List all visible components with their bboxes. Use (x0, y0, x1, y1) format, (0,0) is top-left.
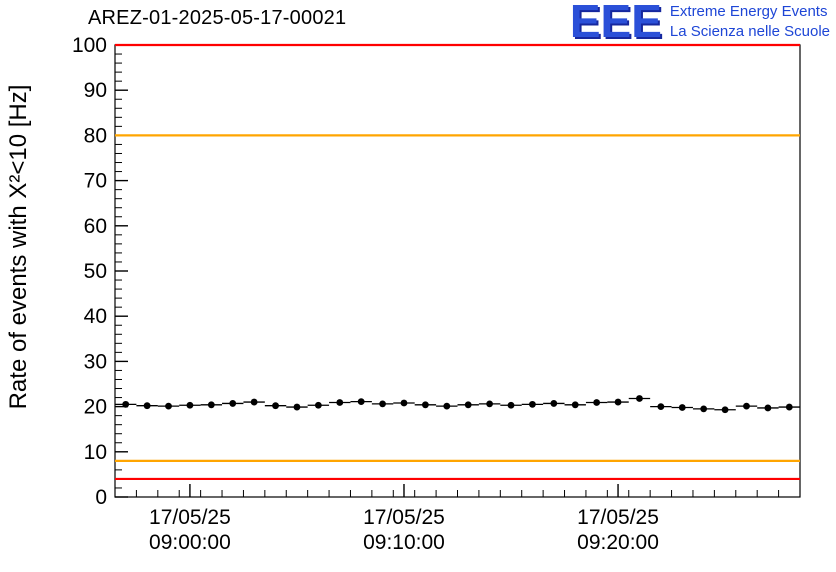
data-point (593, 399, 601, 406)
data-point (165, 402, 172, 410)
data-point (314, 401, 322, 409)
data-point (700, 405, 708, 413)
data-point (229, 400, 237, 407)
data-point (421, 401, 429, 409)
data-point (122, 400, 130, 408)
eee-logo-letters: EEE (569, 0, 662, 47)
data-point (678, 404, 686, 411)
data-point (743, 402, 750, 410)
y-tick-label: 70 (84, 170, 107, 193)
plot-frame (114, 44, 801, 498)
y-tick-label: 30 (84, 350, 107, 373)
data-point (636, 395, 643, 402)
data-point (571, 401, 579, 409)
eee-logo-line1: Extreme Energy Events (669, 3, 828, 21)
data-point (614, 398, 622, 406)
data-point (443, 402, 451, 410)
eee-logo-line2: La Scienza nelle Scuole (669, 22, 830, 40)
data-point (357, 398, 365, 406)
y-tick-label: 80 (84, 124, 107, 147)
data-point (143, 402, 151, 410)
data-point (657, 403, 665, 410)
eee-logo-text: Extreme Energy Events La Scienza nelle S… (670, 2, 830, 41)
y-tick-label: 50 (84, 260, 107, 283)
y-axis-label: Rate of events with X²<10 [Hz] (5, 85, 32, 410)
y-tick-label: 10 (84, 441, 107, 464)
data-point (764, 404, 772, 412)
data-point (272, 402, 279, 410)
x-tick-label-time: 09:00:00 (149, 531, 231, 554)
data-point (379, 400, 386, 408)
data-point (336, 399, 344, 406)
data-point (550, 400, 558, 407)
data-point (186, 401, 194, 409)
data-point (785, 403, 793, 411)
data-point (207, 401, 215, 409)
y-tick-label: 40 (84, 305, 107, 328)
y-tick-label: 90 (84, 79, 107, 102)
eee-logo: EEE Extreme Energy Events La Scienza nel… (569, 0, 830, 47)
data-point (721, 406, 729, 414)
x-tick-label-date: 17/05/25 (363, 506, 445, 529)
x-tick-label-date: 17/05/25 (577, 506, 659, 529)
data-point (250, 398, 258, 406)
x-tick-label-date: 17/05/25 (149, 506, 231, 529)
y-tick-label: 60 (84, 215, 107, 238)
chart-title: AREZ-01-2025-05-17-00021 (88, 7, 347, 29)
x-tick-label-time: 09:10:00 (363, 531, 445, 554)
y-tick-label: 100 (72, 34, 107, 57)
data-point (400, 399, 408, 407)
data-point (464, 401, 472, 409)
y-tick-label: 20 (84, 396, 107, 419)
data-point (529, 400, 536, 408)
data-point (486, 400, 494, 408)
x-tick-label-time: 09:20:00 (577, 531, 659, 554)
data-point (507, 401, 515, 409)
y-tick-label: 0 (95, 486, 107, 509)
data-point (293, 403, 301, 411)
